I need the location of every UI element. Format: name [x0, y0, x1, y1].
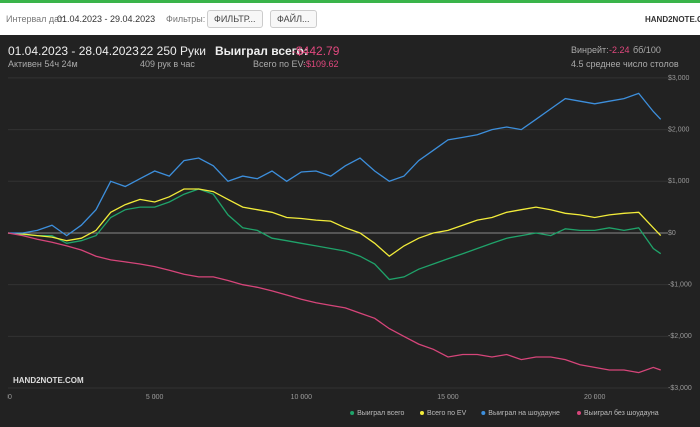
- toolbar: Интервал дат: 01.04.2023 - 29.04.2023 Фи…: [0, 0, 700, 35]
- y-tick-label: -$1,000: [668, 282, 692, 289]
- winrate-value: -2.24: [609, 45, 630, 55]
- series-line: [8, 92, 662, 237]
- series-line: [7, 232, 661, 374]
- x-tick-label: 20 000: [584, 394, 606, 401]
- legend-label: Всего по EV: [427, 410, 467, 417]
- legend-marker: [577, 411, 581, 415]
- y-tick-label: $2,000: [668, 126, 690, 133]
- legend-marker: [420, 411, 424, 415]
- tables: 4.5 среднее число столов: [571, 59, 679, 69]
- x-tick-label: 15 000: [437, 394, 459, 401]
- active: Активен 54ч 24м: [8, 59, 78, 69]
- legend-marker: [481, 411, 486, 415]
- period: 01.04.2023 - 28.04.2023: [8, 44, 139, 58]
- legend-marker: [350, 411, 355, 415]
- filter-button[interactable]: ФИЛЬТР...: [207, 10, 263, 28]
- legend-label: Выиграл без шоудауна: [584, 409, 659, 417]
- y-tick-label: -$2,000: [668, 333, 692, 340]
- hands: 22 250 Руки: [140, 44, 206, 58]
- won-label: Выиграл всего:: [215, 44, 308, 58]
- filters-label: Фильтры:: [166, 14, 206, 24]
- y-tick-label: $1,000: [668, 178, 690, 185]
- date-range[interactable]: 01.04.2023 - 29.04.2023: [57, 14, 156, 24]
- won-value: -$442.79: [292, 44, 340, 58]
- x-tick-label: 5 000: [146, 394, 164, 401]
- series-line: [7, 188, 662, 281]
- ev-value: -$109.62: [303, 59, 339, 69]
- winrate-label: Винрейт:: [571, 45, 609, 55]
- date-label: Интервал дат:: [6, 14, 66, 24]
- y-tick-label: $3,000: [668, 75, 690, 82]
- watermark: HAND2NOTE.COM: [13, 376, 84, 385]
- logo: HAND2NOTE.COM: [645, 15, 700, 24]
- legend-label: Выиграл на шоудауне: [488, 410, 560, 417]
- x-tick-label: 10 000: [291, 394, 313, 401]
- legend-label: Выиграл всего: [357, 410, 404, 417]
- y-tick-label: $0: [668, 230, 676, 237]
- series-line: [7, 188, 662, 258]
- hands-per-hour: 409 рук в час: [140, 59, 195, 69]
- winrate-unit: бб/100: [633, 45, 661, 55]
- file-button[interactable]: ФАЙЛ...: [270, 10, 317, 28]
- y-tick-label: -$3,000: [668, 385, 692, 392]
- x-tick-label: 0: [8, 394, 12, 401]
- ev-label: Всего по EV:: [253, 59, 306, 69]
